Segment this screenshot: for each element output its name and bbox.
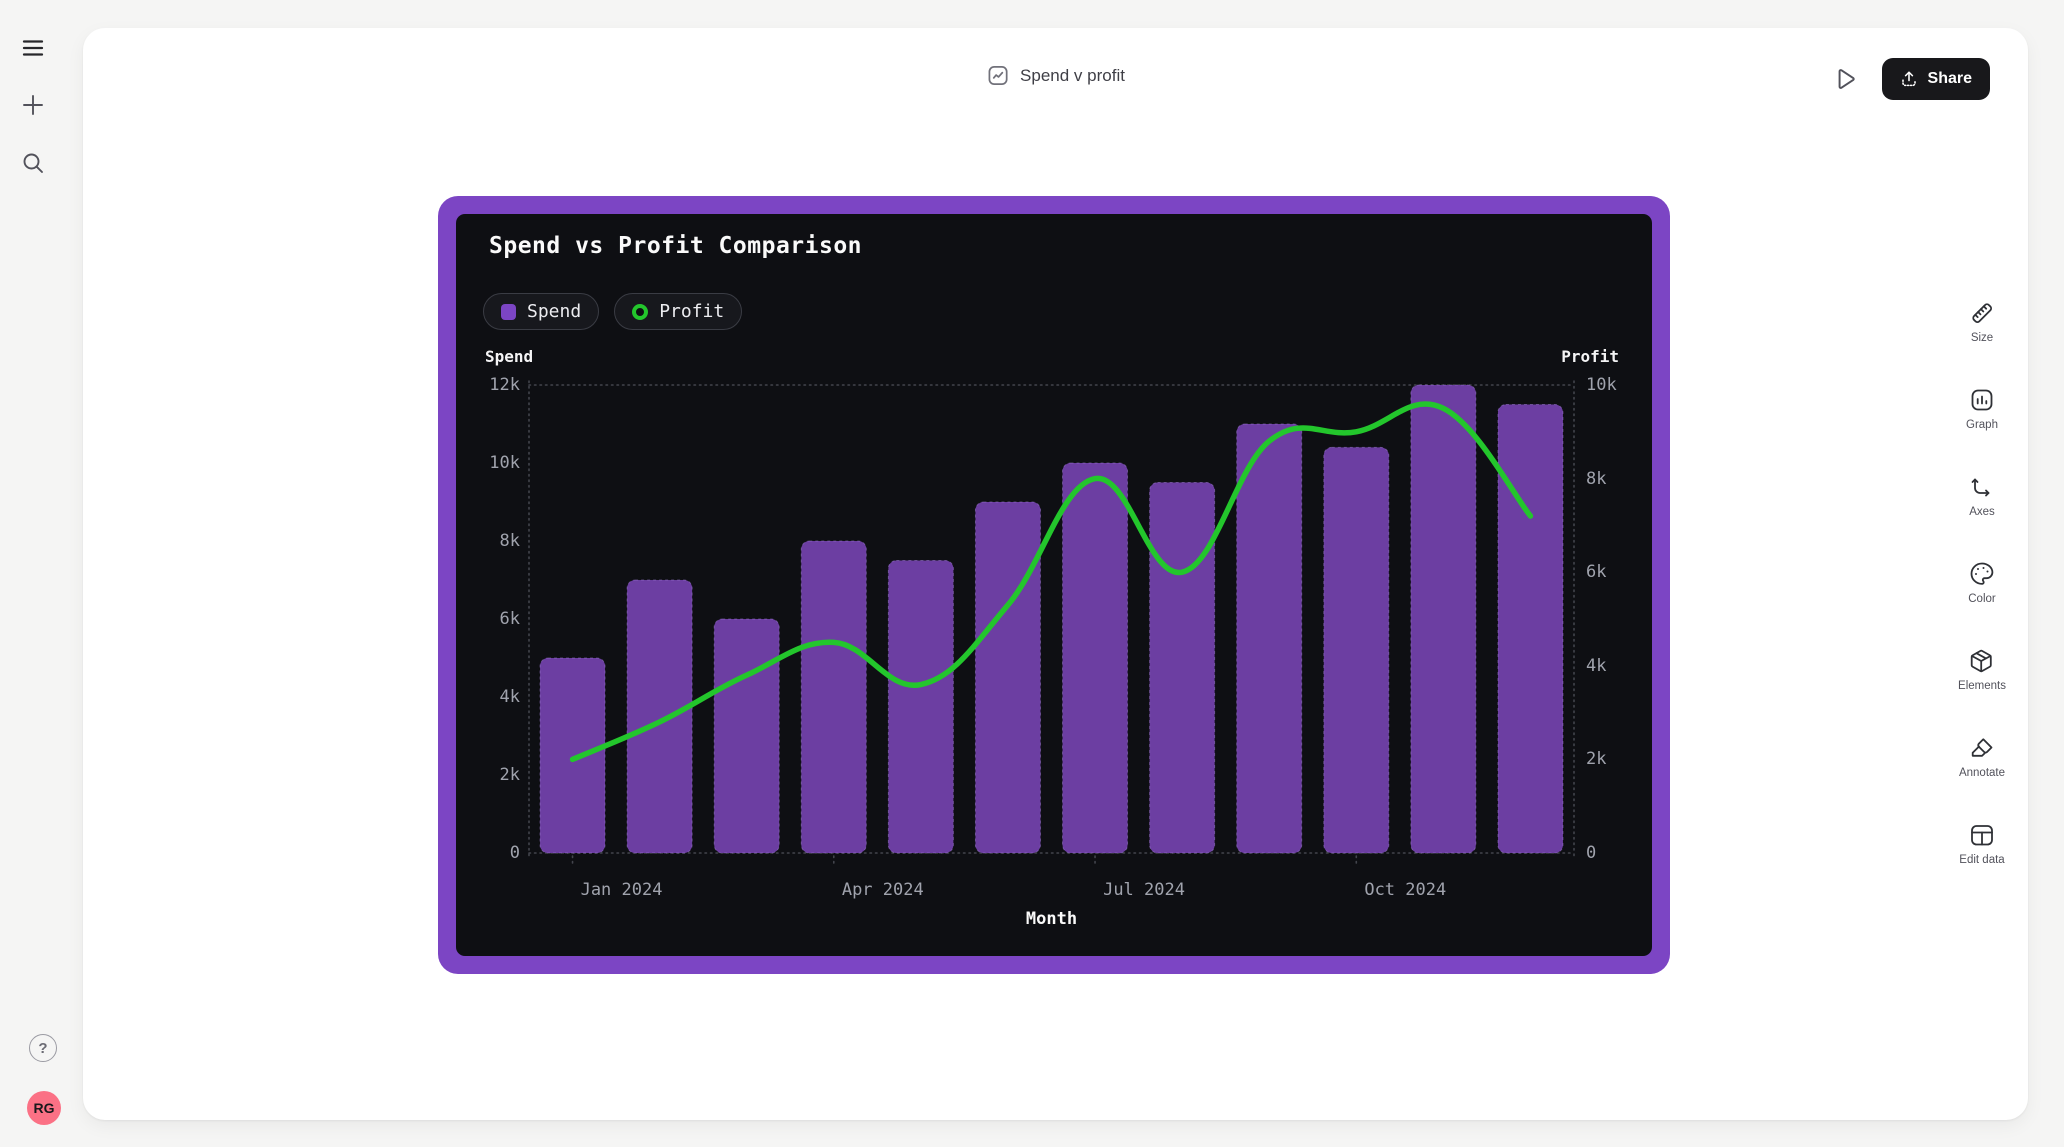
document-title-label: Spend v profit bbox=[1020, 65, 1125, 85]
avatar[interactable]: RG bbox=[27, 1091, 61, 1125]
x-tick-label-Oct: Oct 2024 bbox=[1364, 880, 1447, 900]
x-tick-label-Apr: Apr 2024 bbox=[841, 880, 924, 900]
chart-doc-icon bbox=[986, 64, 1009, 87]
left-tick-2k: 2k bbox=[499, 765, 520, 785]
right-tick-4k: 4k bbox=[1586, 655, 1607, 676]
tool-label: Annotate bbox=[1958, 767, 2006, 779]
menu-button[interactable] bbox=[22, 36, 46, 60]
right-tick-0: 0 bbox=[1586, 843, 1597, 863]
legend-spend-label: Spend bbox=[527, 301, 582, 322]
tool-elements[interactable]: Elements bbox=[1958, 648, 2006, 692]
tool-label: Axes bbox=[1969, 506, 1995, 518]
tool-label: Edit data bbox=[1959, 854, 2005, 866]
chart-title: Spend vs Profit Comparison bbox=[489, 233, 863, 259]
bar-Dec 2024[interactable] bbox=[1497, 404, 1564, 854]
elements-icon bbox=[1969, 648, 1995, 674]
right-axis-title: Profit bbox=[1561, 347, 1619, 366]
left-tick-10k: 10k bbox=[489, 453, 520, 473]
tool-label: Elements bbox=[1958, 680, 2006, 692]
spend-swatch-icon bbox=[501, 303, 516, 320]
left-tick-12k: 12k bbox=[489, 375, 520, 395]
tool-graph[interactable]: Graph bbox=[1966, 387, 1998, 431]
size-icon bbox=[1969, 300, 1995, 326]
present-button[interactable] bbox=[1832, 66, 1858, 92]
bar-Feb 2024[interactable] bbox=[626, 579, 693, 854]
bar-Jan 2024[interactable] bbox=[539, 657, 606, 854]
bar-Nov 2024[interactable] bbox=[1410, 384, 1477, 854]
tool-label: Color bbox=[1968, 593, 1996, 605]
profit-swatch-icon bbox=[632, 303, 649, 320]
left-tick-4k: 4k bbox=[499, 687, 520, 707]
left-tick-8k: 8k bbox=[499, 531, 520, 551]
tool-label: Graph bbox=[1966, 419, 1998, 431]
hamburger-icon bbox=[22, 38, 46, 58]
chart-legend: Spend Profit bbox=[483, 293, 743, 330]
right-tick-2k: 2k bbox=[1586, 749, 1607, 770]
bar-Sep 2024[interactable] bbox=[1236, 423, 1303, 854]
tool-color[interactable]: Color bbox=[1968, 561, 1996, 605]
graph-icon bbox=[1969, 387, 1995, 413]
left-tick-6k: 6k bbox=[499, 609, 520, 629]
legend-item-profit[interactable]: Profit bbox=[614, 293, 743, 330]
bar-Aug 2024[interactable] bbox=[1149, 482, 1216, 854]
chart-canvas bbox=[528, 380, 1575, 866]
plus-icon bbox=[22, 94, 46, 116]
tool-editdata[interactable]: Edit data bbox=[1959, 822, 2005, 866]
right-tick-8k: 8k bbox=[1586, 468, 1607, 489]
upload-icon bbox=[1900, 70, 1918, 88]
canvas-card: Spend v profit Share bbox=[83, 28, 2028, 1120]
play-icon bbox=[1832, 66, 1858, 92]
bar-Apr 2024[interactable] bbox=[800, 540, 867, 854]
share-label: Share bbox=[1927, 70, 1972, 87]
tool-axes[interactable]: Axes bbox=[1969, 474, 1995, 518]
bar-Oct 2024[interactable] bbox=[1323, 446, 1390, 854]
profit-line[interactable] bbox=[569, 401, 1534, 763]
new-button[interactable] bbox=[22, 93, 46, 117]
share-button[interactable]: Share bbox=[1881, 58, 1990, 100]
tool-size[interactable]: Size bbox=[1969, 300, 1995, 344]
tool-label: Size bbox=[1970, 332, 1994, 344]
bar-Mar 2024[interactable] bbox=[713, 618, 780, 854]
search-icon bbox=[22, 152, 46, 174]
bar-Jul 2024[interactable] bbox=[1062, 462, 1129, 854]
chart-plot-card: Spend vs Profit Comparison Spend Profit … bbox=[456, 214, 1652, 956]
top-right-controls: Share bbox=[1832, 58, 1990, 100]
tool-annotate[interactable]: Annotate bbox=[1959, 735, 2005, 779]
left-tick-0: 0 bbox=[509, 843, 520, 863]
document-title[interactable]: Spend v profit bbox=[986, 64, 1125, 87]
chart-frame[interactable]: Spend vs Profit Comparison Spend Profit … bbox=[438, 196, 1670, 974]
right-tick-10k: 10k bbox=[1586, 375, 1617, 395]
axes-icon bbox=[1969, 474, 1995, 500]
legend-profit-label: Profit bbox=[659, 301, 725, 322]
editdata-icon bbox=[1969, 822, 1995, 848]
help-button[interactable]: ? bbox=[29, 1034, 57, 1062]
color-icon bbox=[1969, 561, 1995, 587]
right-tick-6k: 6k bbox=[1586, 562, 1607, 583]
legend-item-spend[interactable]: Spend bbox=[483, 293, 600, 330]
search-button[interactable] bbox=[22, 151, 46, 175]
question-icon: ? bbox=[38, 1039, 48, 1057]
avatar-initials: RG bbox=[33, 1100, 55, 1116]
bar-Jun 2024[interactable] bbox=[974, 501, 1041, 854]
annotate-icon bbox=[1969, 735, 1995, 761]
left-axis-title: Spend bbox=[485, 347, 534, 366]
x-tick-label-Jul: Jul 2024 bbox=[1103, 880, 1185, 900]
x-tick-label-Jan: Jan 2024 bbox=[580, 880, 663, 900]
side-toolbar: Size Graph Axes Color Elements Annotate Edit d… bbox=[1948, 300, 2016, 866]
bar-May 2024[interactable] bbox=[887, 560, 954, 854]
x-axis-title: Month bbox=[1025, 909, 1078, 929]
